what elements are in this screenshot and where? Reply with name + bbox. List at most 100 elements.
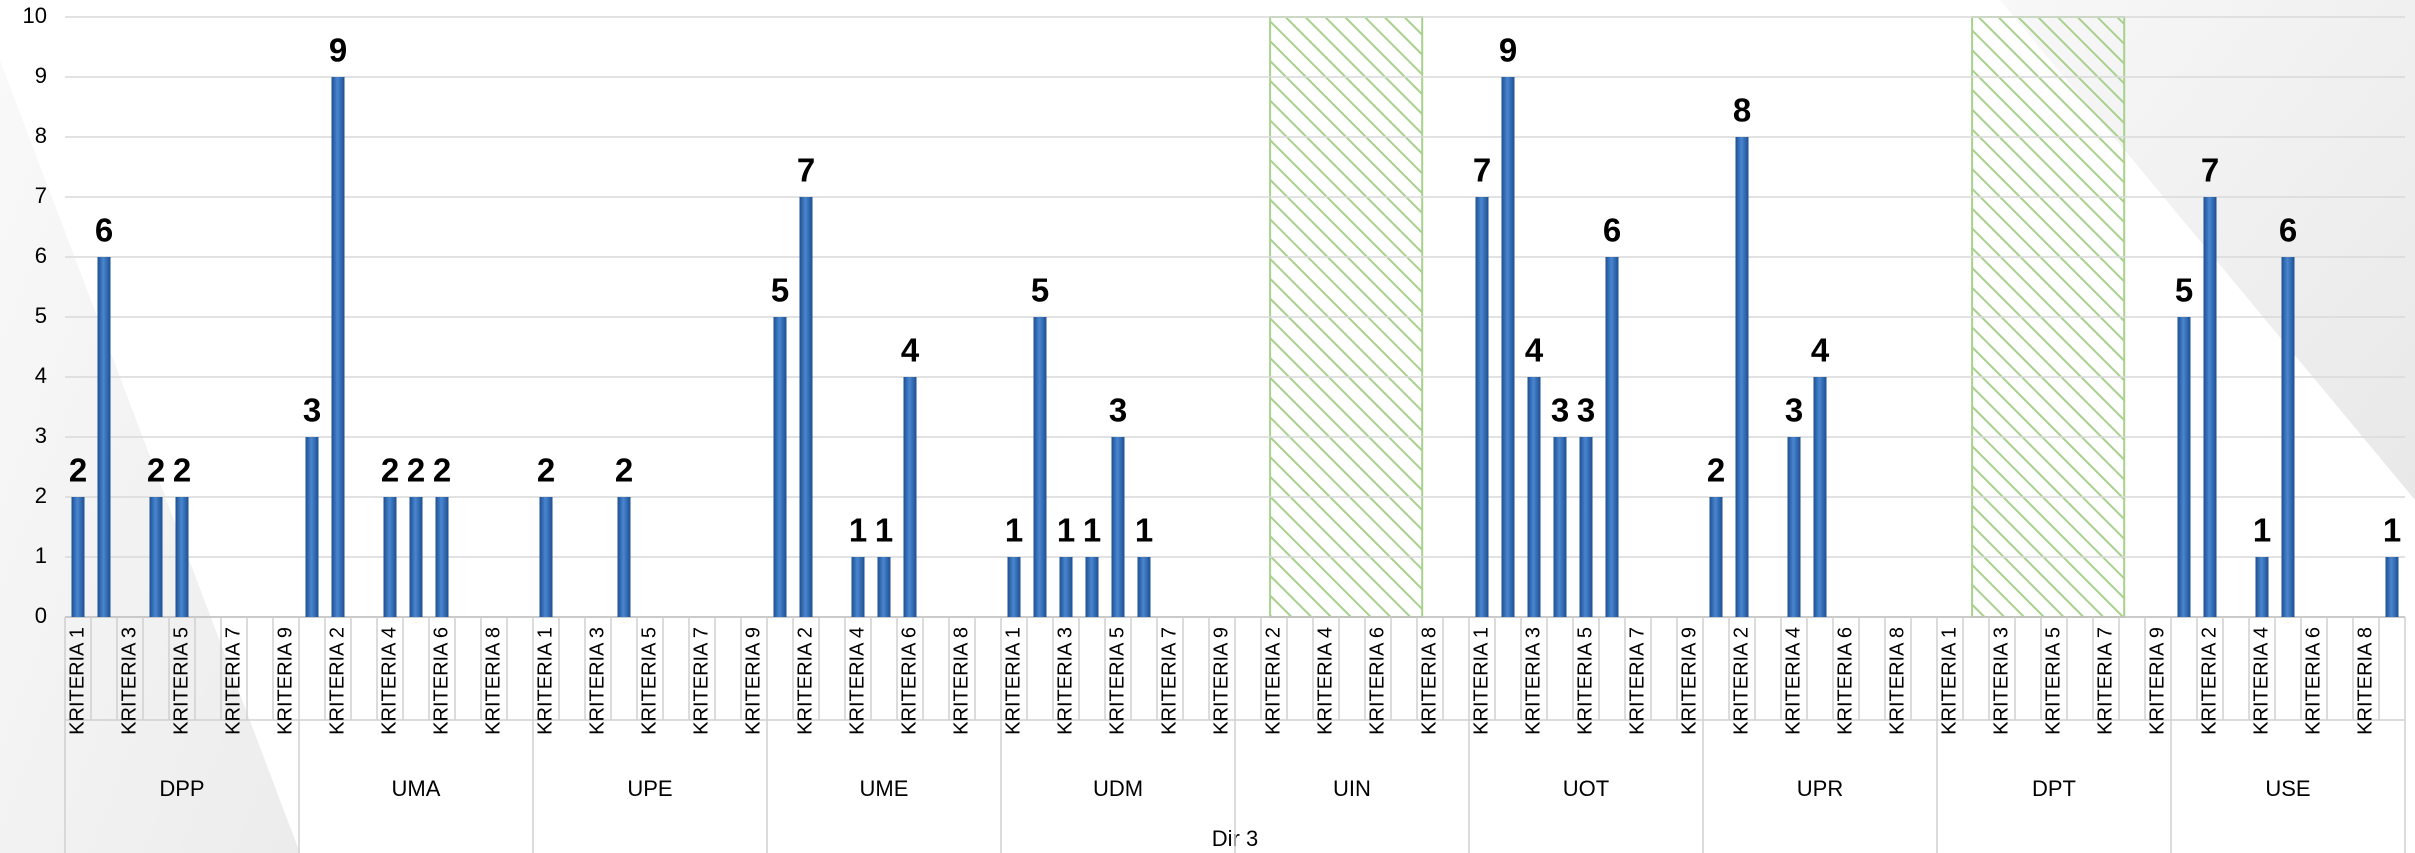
- x-tick-label: KRITERIA 8: [1886, 627, 1908, 735]
- data-label: 1: [1135, 512, 1153, 549]
- x-tick-label: KRITERIA 1: [1002, 627, 1024, 735]
- data-label: 1: [2253, 512, 2271, 549]
- x-tick-label: KRITERIA 8: [1418, 627, 1440, 735]
- bar: [1787, 437, 1801, 617]
- x-tick-label: KRITERIA 5: [2042, 627, 2064, 735]
- x-tick-label: KRITERIA 4: [1314, 627, 1336, 735]
- x-tick-label: KRITERIA 8: [2354, 627, 2376, 735]
- bar: [97, 257, 111, 617]
- x-tick-label: KRITERIA 6: [430, 627, 452, 735]
- data-label: 2: [615, 452, 633, 489]
- bar: [773, 317, 787, 617]
- data-label: 2: [173, 452, 191, 489]
- x-tick-label: KRITERIA 5: [1574, 627, 1596, 735]
- group-label: DPT: [2032, 776, 2076, 801]
- x-tick-label: KRITERIA 3: [1990, 627, 2012, 735]
- x-tick-label: KRITERIA 8: [482, 627, 504, 735]
- x-tick-label: KRITERIA 8: [950, 627, 972, 735]
- data-label: 3: [1577, 392, 1595, 429]
- bar: [851, 557, 865, 617]
- data-label: 5: [2175, 272, 2193, 309]
- x-tick-label: KRITERIA 6: [1834, 627, 1856, 735]
- bar: [2203, 197, 2217, 617]
- data-label: 9: [329, 32, 347, 69]
- background-shape: [0, 60, 300, 853]
- bar: [1735, 137, 1749, 617]
- bar: [1605, 257, 1619, 617]
- group-label: DPP: [159, 776, 204, 801]
- data-label: 3: [1551, 392, 1569, 429]
- bar: [175, 497, 189, 617]
- x-tick-label: KRITERIA 4: [846, 627, 868, 735]
- x-tick-label: KRITERIA 4: [2250, 627, 2272, 735]
- bar: [1111, 437, 1125, 617]
- data-label: 6: [95, 212, 113, 249]
- x-tick-label: KRITERIA 5: [1106, 627, 1128, 735]
- data-label: 1: [1005, 512, 1023, 549]
- bar: [2385, 557, 2399, 617]
- data-label: 7: [1473, 152, 1491, 189]
- x-tick-label: KRITERIA 5: [638, 627, 660, 735]
- data-label: 2: [1707, 452, 1725, 489]
- y-tick-label: 4: [35, 363, 47, 388]
- x-tick-label: KRITERIA 9: [1210, 627, 1232, 735]
- x-tick-label: KRITERIA 2: [326, 627, 348, 735]
- x-tick-label: KRITERIA 4: [1782, 627, 1804, 735]
- data-label: 8: [1733, 92, 1751, 129]
- bar: [1553, 437, 1567, 617]
- x-tick-label: KRITERIA 7: [2094, 627, 2116, 735]
- data-label: 1: [849, 512, 867, 549]
- bar: [903, 377, 917, 617]
- data-label: 5: [1031, 272, 1049, 309]
- data-label: 1: [2383, 512, 2401, 549]
- x-tick-label: KRITERIA 7: [222, 627, 244, 735]
- x-tick-label: KRITERIA 3: [1522, 627, 1544, 735]
- bar: [1085, 557, 1099, 617]
- y-tick-label: 0: [35, 603, 47, 628]
- data-label: 2: [381, 452, 399, 489]
- bar: [1501, 77, 1515, 617]
- bar: [1033, 317, 1047, 617]
- bar: [617, 497, 631, 617]
- group-label: UPE: [627, 776, 672, 801]
- x-tick-label: KRITERIA 2: [1730, 627, 1752, 735]
- x-tick-label: KRITERIA 9: [2146, 627, 2168, 735]
- group-label: UDM: [1093, 776, 1143, 801]
- x-tick-label: KRITERIA 4: [378, 627, 400, 735]
- data-label: 2: [433, 452, 451, 489]
- x-tick-label: KRITERIA 6: [1366, 627, 1388, 735]
- bar: [71, 497, 85, 617]
- y-tick-label: 3: [35, 423, 47, 448]
- data-label: 2: [407, 452, 425, 489]
- x-tick-label: KRITERIA 7: [690, 627, 712, 735]
- bar: [149, 497, 163, 617]
- x-tick-label: KRITERIA 2: [1262, 627, 1284, 735]
- data-label: 4: [1811, 332, 1830, 369]
- bar: [1579, 437, 1593, 617]
- bar: [2255, 557, 2269, 617]
- group-label: USE: [2265, 776, 2310, 801]
- bar: [877, 557, 891, 617]
- bar: [2177, 317, 2191, 617]
- data-label: 6: [1603, 212, 1621, 249]
- x-tick-label: KRITERIA 9: [742, 627, 764, 735]
- group-label: UIN: [1333, 776, 1371, 801]
- group-label: UME: [860, 776, 909, 801]
- bar: [409, 497, 423, 617]
- bar: [1059, 557, 1073, 617]
- data-label: 3: [1785, 392, 1803, 429]
- bar: [1475, 197, 1489, 617]
- bar: [1709, 497, 1723, 617]
- y-tick-label: 7: [35, 183, 47, 208]
- data-label: 4: [901, 332, 920, 369]
- x-tick-label: KRITERIA 2: [794, 627, 816, 735]
- x-tick-label: KRITERIA 7: [1626, 627, 1648, 735]
- data-label: 1: [1057, 512, 1075, 549]
- x-tick-label: KRITERIA 6: [2302, 627, 2324, 735]
- bar: [305, 437, 319, 617]
- y-tick-label: 9: [35, 63, 47, 88]
- y-tick-label: 8: [35, 123, 47, 148]
- data-label: 2: [69, 452, 87, 489]
- data-label: 6: [2279, 212, 2297, 249]
